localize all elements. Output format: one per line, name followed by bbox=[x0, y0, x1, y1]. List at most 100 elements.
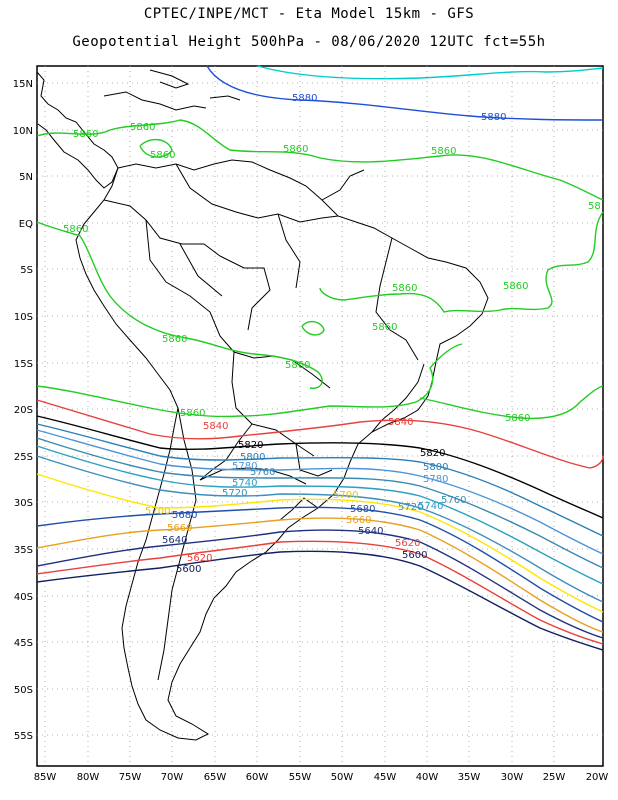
contour-5860-west bbox=[36, 221, 323, 389]
contour-5760 bbox=[36, 437, 604, 569]
lat-tick-label: 45S bbox=[14, 638, 33, 649]
contour-label: 5720 bbox=[398, 502, 423, 513]
lon-tick-label: 85W bbox=[34, 772, 57, 783]
contour-labels: 5880 5880 5860 5860 5860 5860 5860 58 58… bbox=[63, 93, 601, 575]
contour-label: 5620 bbox=[395, 538, 420, 549]
contour-5740 bbox=[36, 445, 604, 585]
contour-label: 5640 bbox=[162, 535, 187, 546]
contour-label: 5860 bbox=[283, 144, 308, 155]
lon-tick-label: 55W bbox=[289, 772, 312, 783]
contour-label: 5860 bbox=[162, 334, 187, 345]
contour-label: 5660 bbox=[346, 515, 371, 526]
contour-label: 5680 bbox=[350, 504, 375, 515]
lon-tick-label: 35W bbox=[458, 772, 481, 783]
contour-5680 bbox=[36, 506, 604, 623]
contour-lines bbox=[36, 65, 604, 651]
contour-5780 bbox=[36, 429, 604, 555]
contour-5700 bbox=[36, 473, 604, 613]
map-title-line1: CPTEC/INPE/MCT - Eta Model 15km - GFS bbox=[143, 6, 475, 22]
contour-label: 5880 bbox=[481, 112, 506, 123]
contour-label: 5640 bbox=[358, 526, 383, 537]
contour-label: 5600 bbox=[176, 564, 201, 575]
contour-label: 5860 bbox=[505, 413, 530, 424]
contour-label: 5860 bbox=[285, 360, 310, 371]
contour-label: 5880 bbox=[292, 93, 317, 104]
lat-tick-label: 5S bbox=[20, 265, 33, 276]
contour-label: 5720 bbox=[222, 488, 247, 499]
lat-tick-label: 20S bbox=[14, 405, 33, 416]
contour-5600 bbox=[36, 550, 604, 651]
contour-5660 bbox=[36, 517, 604, 633]
lon-tick-label: 40W bbox=[416, 772, 439, 783]
contour-label: 5860 bbox=[150, 150, 175, 161]
lat-tick-label: 10N bbox=[13, 126, 33, 137]
contour-label: 5820 bbox=[238, 440, 263, 451]
contour-label: 5840 bbox=[388, 417, 413, 428]
lon-tick-label: 75W bbox=[119, 772, 142, 783]
contour-label: 5660 bbox=[167, 523, 192, 534]
contour-label: 5800 bbox=[423, 462, 448, 473]
contour-label: 5860 bbox=[392, 283, 417, 294]
contour-label: 5860 bbox=[130, 122, 155, 133]
lon-tick-label: 70W bbox=[161, 772, 184, 783]
contour-5640 bbox=[36, 529, 604, 639]
map-title-line2: Geopotential Height 500hPa - 08/06/2020 … bbox=[72, 34, 546, 50]
contour-label: 5840 bbox=[203, 421, 228, 432]
lat-tick-label: 50S bbox=[14, 685, 33, 696]
lon-tick-label: 45W bbox=[374, 772, 397, 783]
contour-5860-north bbox=[36, 119, 604, 201]
contour-label: 5780 bbox=[232, 461, 257, 472]
lon-tick-label: 20W bbox=[586, 772, 609, 783]
lon-tick-label: 60W bbox=[246, 772, 269, 783]
contour-label: 5700 bbox=[145, 506, 170, 517]
contour-5860-south bbox=[36, 343, 463, 418]
contour-label: 5860 bbox=[180, 408, 205, 419]
contour-5880 bbox=[206, 65, 604, 121]
longitude-axis: 85W 80W 75W 70W 65W 60W 55W 50W 45W 40W … bbox=[34, 772, 609, 783]
lat-tick-label: 15S bbox=[14, 359, 33, 370]
coastline bbox=[36, 69, 489, 741]
contour-label: 5820 bbox=[420, 448, 445, 459]
contour-label: 5740 bbox=[418, 501, 443, 512]
contour-5620 bbox=[36, 540, 604, 645]
contour-label: 5680 bbox=[172, 510, 197, 521]
contour-label: 5860 bbox=[503, 281, 528, 292]
contour-label: 5860 bbox=[431, 146, 456, 157]
contour-label: 5860 bbox=[372, 322, 397, 333]
lon-tick-label: 80W bbox=[77, 772, 100, 783]
lat-tick-label: EQ bbox=[19, 219, 33, 230]
lat-tick-label: 30S bbox=[14, 498, 33, 509]
contour-label: 5780 bbox=[423, 474, 448, 485]
contour-label: 5620 bbox=[187, 553, 212, 564]
contour-label: 58 bbox=[588, 201, 601, 212]
lon-tick-label: 30W bbox=[501, 772, 524, 783]
contour-5860-closed-1 bbox=[301, 320, 325, 336]
latitude-axis: 15N 10N 5N EQ 5S 10S 15S 20S 25S 30S 35S… bbox=[13, 79, 33, 742]
lon-tick-label: 65W bbox=[204, 772, 227, 783]
contour-5900 bbox=[257, 65, 604, 80]
lat-tick-label: 15N bbox=[13, 79, 33, 90]
contour-label: 5760 bbox=[441, 495, 466, 506]
contour-5860-ne bbox=[319, 211, 604, 313]
contour-5860-closed-2 bbox=[139, 139, 173, 158]
lon-tick-label: 25W bbox=[543, 772, 566, 783]
contour-label: 5860 bbox=[73, 129, 98, 140]
contour-5820 bbox=[36, 415, 604, 519]
lat-tick-label: 25S bbox=[14, 452, 33, 463]
contour-label: 5760 bbox=[250, 467, 275, 478]
contour-label: 5700 bbox=[333, 490, 358, 501]
contour-5860-east bbox=[419, 385, 604, 420]
contour-5840 bbox=[36, 399, 604, 469]
lat-tick-label: 55S bbox=[14, 731, 33, 742]
lat-tick-label: 35S bbox=[14, 545, 33, 556]
lat-tick-label: 40S bbox=[14, 592, 33, 603]
lat-tick-label: 5N bbox=[19, 172, 33, 183]
contour-label: 5860 bbox=[63, 224, 88, 235]
contour-5800 bbox=[36, 423, 604, 537]
contour-label: 5740 bbox=[232, 478, 257, 489]
contour-label: 5600 bbox=[402, 550, 427, 561]
contour-label: 5800 bbox=[240, 452, 265, 463]
lon-tick-label: 50W bbox=[331, 772, 354, 783]
contour-5720 bbox=[36, 455, 604, 603]
